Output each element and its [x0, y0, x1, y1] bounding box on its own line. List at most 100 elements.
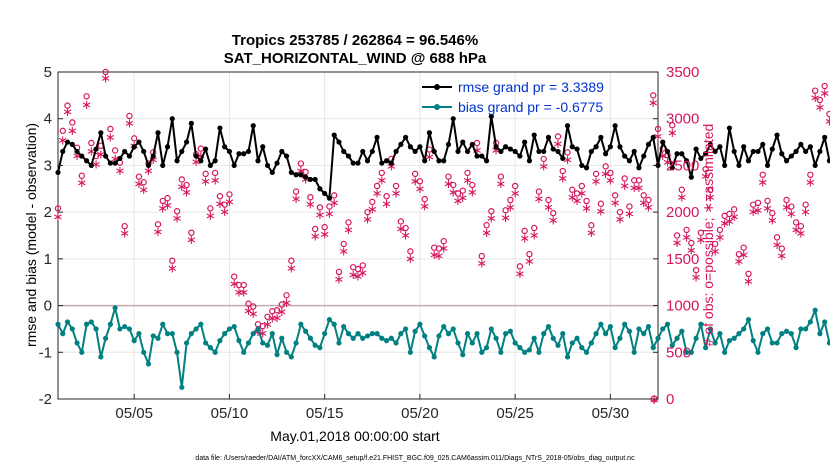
obs-assimilated-point: ∗	[781, 201, 792, 216]
obs-assimilated-point: ∗	[505, 201, 516, 216]
obs-assimilated-point: ∗	[486, 212, 497, 227]
obs-assimilated-point: ∗	[124, 116, 135, 131]
obs-possible-point	[383, 193, 390, 200]
obs-possible-point	[107, 125, 114, 133]
bias-point	[660, 326, 666, 332]
rmse-point	[683, 158, 690, 164]
rmse-point	[322, 190, 328, 197]
obs-possible-point	[730, 206, 738, 213]
obs-assimilated-point: ∗	[253, 325, 264, 340]
obs-assimilated-point: ∗	[391, 187, 402, 202]
bias-point	[564, 354, 571, 360]
bias-point	[541, 331, 547, 337]
obs-assimilated-point: ∗	[433, 249, 444, 264]
obs-possible-point	[211, 169, 219, 177]
obs-assimilated-point: ∗	[248, 307, 259, 322]
obs-possible-point	[378, 169, 386, 177]
obs-possible-point	[545, 196, 552, 204]
obs-possible-point	[373, 182, 381, 190]
obs-possible-point	[340, 240, 347, 248]
obs-assimilated-point: ∗	[357, 266, 368, 281]
rmse-point	[393, 148, 399, 155]
obs-assimilated-point: ∗	[153, 225, 164, 240]
rmse-point	[507, 146, 513, 152]
rmse-point	[155, 130, 161, 136]
x-axis-label: May.01,2018 00:00:00 start	[270, 428, 440, 444]
bias-point	[441, 323, 447, 330]
bias-point	[345, 331, 352, 337]
bias-point	[369, 331, 375, 337]
bias-point	[60, 331, 66, 337]
bias-point	[612, 345, 618, 351]
bias-point	[341, 323, 347, 330]
obs-assimilated-point: ∗	[148, 153, 159, 168]
obs-assimilated-point: ∗	[57, 133, 68, 148]
obs-assimilated-point: ∗	[576, 187, 587, 202]
obs-assimilated-point: ∗	[453, 194, 464, 209]
rmse-point	[593, 144, 599, 150]
rmse-point	[117, 155, 123, 162]
obs-assimilated-point: ∗	[295, 164, 306, 179]
obs-possible-point	[692, 266, 700, 274]
rmse-point	[350, 160, 356, 166]
obs-possible-point	[83, 93, 90, 100]
obs-assimilated-point: ∗	[700, 170, 711, 185]
obs-assimilated-point: ∗	[691, 271, 702, 286]
obs-possible-point	[821, 82, 828, 90]
bias-point	[331, 321, 337, 327]
rmse-point	[264, 162, 271, 169]
obs-possible-point	[707, 186, 714, 193]
right-tick-label: 500	[666, 344, 691, 361]
rmse-point	[812, 162, 818, 169]
obs-possible-point	[745, 270, 752, 278]
obs-assimilated-point: ∗	[629, 181, 640, 196]
obs-assimilated-point: ∗	[548, 214, 559, 229]
obs-possible-point	[278, 301, 286, 308]
legend: rmse grand pr = 3.3389 bias grand pr = -…	[422, 79, 604, 115]
obs-possible-point	[354, 265, 362, 273]
rmse-point	[188, 120, 194, 126]
obs-possible-point	[140, 179, 147, 186]
bias-point	[579, 345, 585, 351]
obs-assimilated-point: ∗	[67, 124, 78, 139]
right-tick-label: 2000	[666, 204, 699, 221]
obs-possible-point	[450, 181, 457, 189]
obs-possible-point	[583, 197, 590, 205]
obs-possible-point	[311, 225, 319, 233]
obs-assimilated-point: ∗	[443, 177, 454, 192]
obs-assimilated-point: ∗	[581, 201, 592, 216]
bias-point	[203, 340, 209, 346]
obs-assimilated-point: ∗	[138, 183, 149, 198]
rmse-point	[307, 176, 313, 183]
obs-possible-point	[559, 167, 566, 175]
obs-possible-point	[240, 281, 247, 289]
rmse-point	[712, 148, 718, 155]
bias-point	[274, 352, 280, 358]
obs-assimilated-point: ∗	[419, 200, 430, 215]
obs-assimilated-point: ∗	[705, 190, 716, 205]
rmse-point	[641, 153, 647, 159]
x-tick-label: 05/20	[401, 405, 439, 422]
rmse-point	[631, 148, 637, 155]
obs-possible-point	[392, 182, 400, 190]
rmse-point	[164, 144, 171, 150]
obs-assimilated-point: ∗	[329, 196, 340, 211]
obs-possible-point	[297, 160, 305, 167]
obs-possible-point	[645, 196, 652, 204]
obs-possible-point	[178, 176, 186, 183]
rmse-point	[741, 144, 747, 150]
obs-possible-point	[326, 203, 333, 210]
bias-point	[212, 349, 218, 355]
obs-possible-point	[464, 169, 471, 177]
obs-assimilated-point: ∗	[181, 186, 192, 201]
bias-point	[141, 349, 147, 355]
bias-point	[688, 349, 694, 355]
obs-assimilated-point: ∗	[524, 255, 535, 270]
obs-assimilated-point: ∗	[400, 229, 411, 244]
bias-point	[712, 340, 718, 346]
bias-point	[217, 338, 223, 344]
bias-point	[150, 333, 156, 339]
obs-assimilated-point: ∗	[648, 96, 659, 111]
obs-assimilated-point: ∗	[300, 173, 311, 188]
bias-point	[222, 331, 228, 337]
